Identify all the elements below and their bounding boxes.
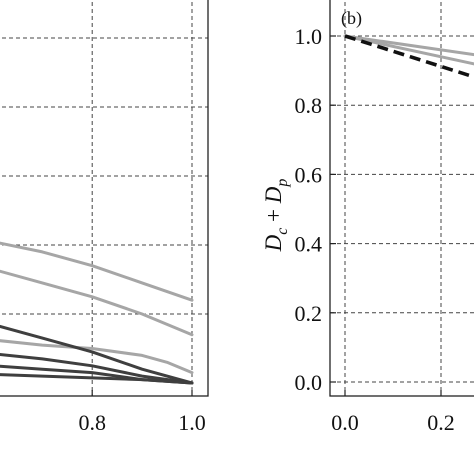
panel-a: 0.8 1.0	[0, 0, 209, 435]
x-tick-label: 0.0	[331, 410, 359, 435]
y-tick-label: 0.2	[295, 301, 323, 326]
y-axis-title: Dc + Dp	[261, 179, 291, 253]
series-line-3	[344, 34, 474, 79]
y-tick-label: 0.8	[295, 93, 323, 118]
panel-label: (b)	[341, 8, 362, 29]
series-line-1	[0, 241, 194, 302]
y-tick-label: 0.4	[295, 232, 323, 257]
plot-frame	[0, 0, 209, 397]
series-line-3	[0, 339, 194, 375]
series-line-1	[343, 34, 474, 57]
x-tick-label: 0.8	[78, 410, 106, 435]
plot-frame	[329, 0, 474, 397]
x-tick-label: 0.2	[427, 410, 455, 435]
series-line-7	[0, 373, 194, 385]
y-tick-label: 1.0	[295, 24, 323, 49]
y-tick-label: 0.0	[295, 370, 323, 395]
panel-b: 0.0 0.2 0.0 0.2 0.4 0.6 0.8 1.0 (b) Dc + Dp	[261, 0, 474, 435]
series-line-2	[0, 269, 194, 337]
series-line-2	[343, 34, 474, 66]
series-line-5	[0, 352, 194, 385]
series-line-4	[0, 324, 194, 385]
grid	[0, 0, 208, 396]
x-tick-label: 1.0	[178, 410, 206, 435]
y-tick-label: 0.6	[295, 162, 323, 187]
